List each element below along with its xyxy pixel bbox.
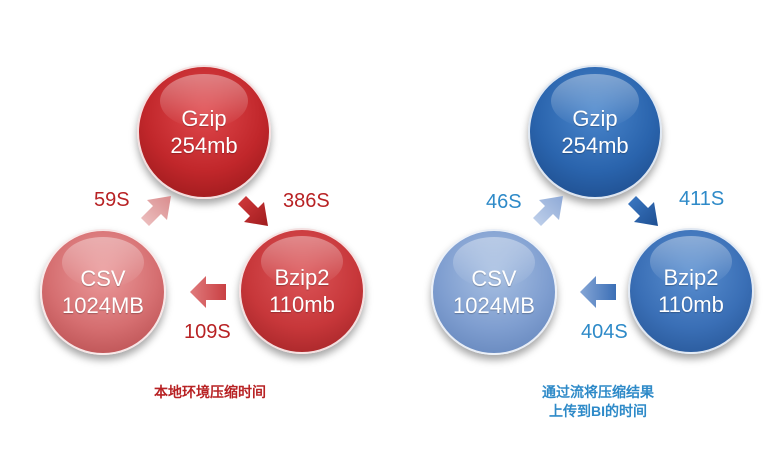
upload-caption-line1: 通过流将压缩结果 [542, 384, 654, 400]
bzip2-size: 110mb [658, 292, 724, 317]
upload-caption: 通过流将压缩结果 上传到BI的时间 [468, 383, 728, 421]
arrow-gzip-to-bzip2 [628, 196, 658, 226]
upload-to-bi-panel: Gzip 254mb Bzip2 110mb CSV 1024MB [392, 0, 783, 476]
time-csv-to-gzip: 46S [486, 191, 522, 213]
bzip2-size: 110mb [269, 292, 335, 317]
gzip-size: 254mb [170, 133, 238, 158]
arrow-csv-to-gzip [533, 196, 563, 226]
bzip2-label: Bzip2 [663, 265, 719, 290]
csv-node: CSV 1024MB [40, 229, 166, 355]
upload-caption-line2: 上传到BI的时间 [549, 403, 647, 419]
csv-label: CSV [80, 266, 126, 291]
time-bzip2-to-csv: 404S [581, 321, 628, 343]
csv-label: CSV [471, 266, 517, 291]
arrow-csv-to-gzip [141, 196, 171, 226]
local-caption-text: 本地环境压缩时间 [154, 384, 266, 400]
gzip-node: Gzip 254mb [528, 65, 662, 199]
csv-size: 1024MB [453, 293, 535, 318]
bzip2-node: Bzip2 110mb [239, 228, 365, 354]
gzip-size: 254mb [561, 133, 629, 158]
gzip-node: Gzip 254mb [137, 65, 271, 199]
time-csv-to-gzip: 59S [94, 189, 130, 211]
time-gzip-to-bzip2: 411S [679, 188, 725, 210]
bzip2-label: Bzip2 [274, 265, 330, 290]
time-gzip-to-bzip2: 386S [283, 190, 330, 212]
csv-size: 1024MB [62, 293, 144, 318]
gzip-label: Gzip [181, 106, 227, 131]
local-caption: 本地环境压缩时间 [80, 383, 340, 402]
csv-node: CSV 1024MB [431, 229, 557, 355]
local-compression-panel: Gzip 254mb Bzip2 110mb CSV 1024MB [0, 0, 391, 476]
arrow-bzip2-to-csv [190, 276, 226, 308]
arrow-bzip2-to-csv [580, 276, 616, 308]
time-bzip2-to-csv: 109S [184, 321, 231, 343]
arrow-gzip-to-bzip2 [238, 196, 268, 226]
gzip-label: Gzip [572, 106, 618, 131]
bzip2-node: Bzip2 110mb [628, 228, 754, 354]
